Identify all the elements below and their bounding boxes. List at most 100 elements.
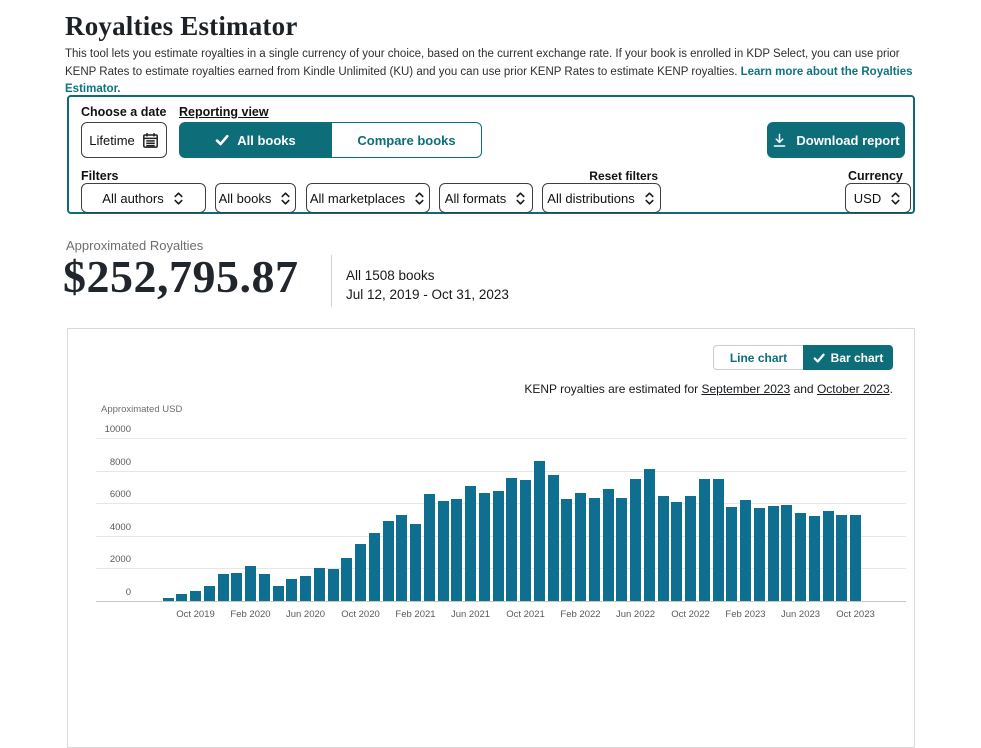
books-filter-value: All books [218, 190, 272, 206]
bar [588, 497, 600, 601]
books-count: All 1508 books [346, 268, 435, 283]
check-icon [813, 352, 825, 364]
y-tick-label: 4000 [109, 521, 131, 533]
x-tick-label: Oct 2023 [836, 609, 875, 620]
bar [217, 574, 229, 601]
chevron-updown-icon [643, 190, 656, 207]
currency-label: Currency [848, 169, 903, 183]
bar [272, 585, 284, 601]
authors-filter-dropdown[interactable]: All authors [81, 183, 206, 213]
reporting-view-toggle: All books Compare books [179, 122, 482, 158]
bar [162, 597, 174, 601]
bar [533, 460, 545, 601]
learn-more-link[interactable]: Learn more about the Royalties Estimator… [65, 65, 913, 96]
bar [753, 508, 765, 601]
bar [465, 486, 476, 601]
gridline [96, 601, 906, 602]
marketplaces-filter-value: All marketplaces [309, 190, 406, 206]
october-2023-link[interactable]: October 2023 [816, 382, 890, 396]
download-report-button[interactable]: Download report [767, 122, 905, 158]
september-2023-link[interactable]: September 2023 [701, 382, 791, 396]
formats-filter-dropdown[interactable]: All formats [439, 183, 533, 213]
date-range-button[interactable]: Lifetime [81, 122, 167, 158]
summary-divider [331, 255, 332, 307]
kenp-note: KENP royalties are estimated for Septemb… [524, 382, 893, 396]
x-tick-label: Oct 2021 [506, 609, 545, 620]
x-tick-label: Oct 2019 [176, 609, 215, 620]
chevron-updown-icon [413, 190, 426, 207]
bar [602, 488, 614, 601]
filter-panel: Choose a date Lifetime Reporting view Al… [67, 95, 915, 214]
currency-value: USD [853, 190, 882, 206]
bar [203, 585, 215, 601]
y-tick-label: 6000 [109, 489, 131, 501]
gridline [96, 438, 906, 439]
bar [478, 492, 490, 601]
all-books-label: All books [237, 132, 296, 148]
bar [341, 557, 353, 601]
bar [643, 468, 655, 601]
date-range: Jul 12, 2019 - Oct 31, 2023 [346, 287, 509, 302]
check-icon [215, 133, 229, 147]
bar [286, 579, 298, 601]
royalties-amount: $252,795.87 [63, 251, 299, 302]
x-tick-label: Oct 2020 [341, 609, 380, 620]
kenp-note-and: and [790, 382, 817, 396]
bar [506, 477, 518, 601]
download-report-label: Download report [796, 132, 900, 148]
x-tick-label: Feb 2021 [395, 609, 436, 620]
choose-date-label: Choose a date [81, 105, 167, 119]
chevron-updown-icon [514, 190, 527, 207]
compare-books-toggle[interactable]: Compare books [332, 122, 482, 158]
bar [300, 575, 311, 601]
y-tick-label: 8000 [109, 456, 131, 468]
currency-select[interactable]: USD [845, 183, 911, 213]
bar [547, 474, 559, 601]
marketplaces-filter-dropdown[interactable]: All marketplaces [306, 183, 430, 213]
bar [698, 478, 710, 601]
bar [327, 569, 339, 601]
bar [767, 506, 779, 601]
bar [313, 567, 325, 601]
x-tick-label: Jun 2020 [285, 609, 326, 620]
chart-plot: 10000 8000 6000 4000 2000 0 Oct 2019 Feb 2020 Ju… [96, 424, 906, 620]
chart-card: Line chart Bar chart KENP royalties are … [67, 328, 915, 748]
bar [836, 515, 848, 601]
bar [657, 495, 669, 601]
bar [396, 514, 408, 601]
reset-filters-link[interactable]: Reset filters [589, 169, 658, 183]
y-tick-label: 2000 [109, 554, 131, 566]
bar [245, 565, 256, 601]
chevron-updown-icon [279, 190, 292, 207]
bar-chart-toggle[interactable]: Bar chart [803, 345, 893, 370]
description-text: This tool lets you estimate royalties in… [65, 48, 900, 78]
line-chart-toggle[interactable]: Line chart [713, 345, 803, 370]
bar [423, 494, 435, 601]
bar [561, 499, 573, 601]
x-tick-label: Jun 2023 [780, 609, 821, 620]
filters-label: Filters [81, 169, 119, 183]
bar [726, 507, 738, 601]
y-axis-label: Approximated USD [101, 404, 183, 415]
bar [850, 515, 861, 601]
bar-chart-label: Bar chart [830, 350, 884, 365]
bar [575, 492, 586, 601]
distributions-filter-dropdown[interactable]: All distributions [542, 183, 661, 213]
all-books-toggle[interactable]: All books [179, 122, 332, 158]
bar [520, 479, 531, 601]
authors-filter-value: All authors [102, 190, 164, 206]
bar [451, 499, 463, 601]
bar [382, 521, 394, 601]
reporting-view-label[interactable]: Reporting view [179, 105, 269, 119]
bar [808, 516, 820, 601]
bar [258, 574, 270, 601]
bar [355, 543, 366, 601]
compare-books-label: Compare books [357, 132, 456, 148]
bar [781, 504, 793, 601]
books-filter-dropdown[interactable]: All books [215, 183, 296, 213]
bar [231, 573, 243, 601]
gridline [96, 470, 906, 472]
bar [176, 593, 188, 601]
x-tick-label: Jun 2022 [615, 609, 656, 620]
line-chart-label: Line chart [729, 350, 788, 365]
